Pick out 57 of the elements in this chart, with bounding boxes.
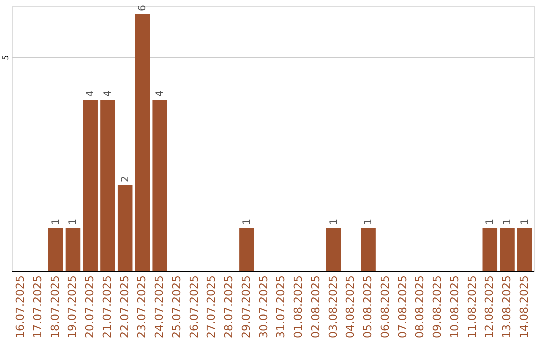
x-tick-label: 28.07.2025 — [222, 276, 236, 338]
data-label: 1 — [328, 218, 340, 226]
x-tick-label: 14.08.2025 — [518, 276, 531, 338]
x-tick-label: 02.08.2025 — [309, 276, 322, 338]
bar — [66, 228, 81, 271]
x-tick-label: 19.07.2025 — [66, 276, 80, 338]
bar — [240, 228, 254, 271]
x-tick-label: 20.07.2025 — [84, 276, 97, 338]
data-label: 4 — [155, 90, 166, 98]
data-label: 4 — [86, 90, 97, 98]
bar — [118, 186, 133, 271]
x-tick-label: 21.07.2025 — [100, 276, 114, 338]
x-tick-label: 17.07.2025 — [31, 276, 44, 338]
x-tick-label: 01.08.2025 — [292, 276, 306, 338]
bar — [326, 228, 342, 271]
x-tick-label: 26.07.2025 — [188, 276, 201, 338]
x-tick-label: 05.08.2025 — [362, 276, 375, 338]
x-tick-label: 25.07.2025 — [170, 276, 184, 338]
x-tick-label: 23.07.2025 — [136, 276, 149, 338]
y-tick-label: 5 — [2, 55, 10, 60]
x-tick-label: 31.07.2025 — [274, 276, 288, 338]
data-label: 4 — [102, 90, 114, 98]
x-tick-label: 16.07.2025 — [14, 276, 28, 338]
bar — [518, 228, 532, 271]
data-label: 2 — [120, 176, 132, 183]
x-tick-label: 07.08.2025 — [396, 276, 410, 338]
bar — [482, 228, 498, 271]
x-tick-label: 03.08.2025 — [326, 276, 340, 338]
x-tick-label: 27.07.2025 — [205, 276, 218, 338]
x-tick-label: 24.07.2025 — [153, 276, 166, 338]
x-tick-label: 10.08.2025 — [448, 276, 462, 338]
x-tick-label: 06.08.2025 — [378, 276, 392, 338]
x-tick-label: 18.07.2025 — [48, 276, 62, 338]
bar — [48, 228, 64, 271]
data-label: 1 — [502, 218, 514, 226]
data-label: 1 — [364, 218, 375, 226]
data-label: 1 — [485, 218, 496, 226]
data-label: 1 — [242, 218, 253, 226]
x-tick-label: 08.08.2025 — [414, 276, 427, 338]
x-tick-label: 22.07.2025 — [118, 276, 132, 338]
bar — [135, 14, 150, 271]
data-label: 1 — [50, 218, 62, 226]
data-label: 6 — [138, 5, 149, 12]
x-tick-label: 09.08.2025 — [431, 276, 444, 338]
x-tick-label: 29.07.2025 — [240, 276, 253, 338]
bar — [361, 228, 376, 271]
bar — [83, 100, 98, 271]
x-tick-label: 13.08.2025 — [500, 276, 514, 338]
data-label: 1 — [68, 218, 80, 226]
x-tick-label: 12.08.2025 — [483, 276, 496, 338]
bar — [152, 100, 168, 271]
x-tick-label: 30.07.2025 — [257, 276, 270, 338]
data-label: 1 — [520, 218, 531, 226]
x-tick-label: 11.08.2025 — [466, 276, 479, 338]
x-tick-label: 04.08.2025 — [344, 276, 358, 338]
bar — [500, 228, 515, 271]
bar — [100, 100, 116, 271]
